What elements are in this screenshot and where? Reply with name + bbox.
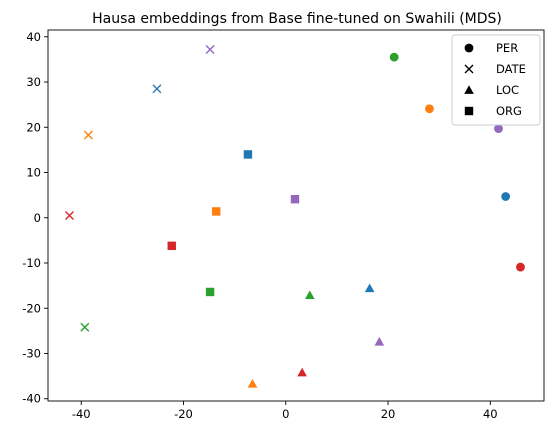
data-point-square xyxy=(167,241,176,251)
data-points xyxy=(64,44,525,388)
y-tick-label: 10 xyxy=(26,166,41,180)
legend-label: PER xyxy=(496,41,518,55)
legend-marker-circle xyxy=(464,43,474,53)
y-tick-label: -20 xyxy=(22,301,41,315)
data-point-x xyxy=(83,130,93,140)
chart-title: Hausa embeddings from Base fine-tuned on… xyxy=(92,11,502,27)
data-point-x xyxy=(64,211,74,220)
data-point-square xyxy=(243,150,253,159)
x-tick-label: 40 xyxy=(483,407,498,421)
legend-label: DATE xyxy=(496,62,526,76)
data-point-x xyxy=(205,44,215,54)
data-point-square xyxy=(205,287,215,297)
y-tick-label: 40 xyxy=(26,30,41,44)
legend-entry: ORG xyxy=(464,104,522,118)
x-tick-label: 20 xyxy=(381,407,396,421)
legend-entry: PER xyxy=(464,41,518,55)
y-axis: -40 -30 -20 -10 0 10 20 30 40 xyxy=(22,30,48,406)
data-point-triangle xyxy=(305,290,315,299)
data-point-square xyxy=(212,207,221,216)
data-point-circle xyxy=(516,262,525,272)
legend-marker-x xyxy=(464,64,474,74)
legend-entry: DATE xyxy=(464,62,526,76)
data-point-x xyxy=(80,322,90,332)
legend-marker-square xyxy=(464,106,474,116)
y-tick-label: 30 xyxy=(26,75,41,89)
data-point-x xyxy=(152,84,162,94)
legend-marker-triangle xyxy=(464,85,474,94)
data-point-circle xyxy=(494,124,503,134)
data-point-triangle xyxy=(374,336,385,346)
y-tick-label: -30 xyxy=(22,346,41,360)
y-tick-label: -40 xyxy=(22,392,41,406)
y-tick-label: 0 xyxy=(34,211,41,225)
legend-label: LOC xyxy=(496,83,519,97)
data-point-triangle xyxy=(364,283,375,293)
data-point-square xyxy=(290,195,300,204)
legend-entry: LOC xyxy=(464,83,519,97)
y-tick-label: 20 xyxy=(26,120,41,134)
plot-frame xyxy=(47,29,545,402)
legend-label: ORG xyxy=(496,104,522,118)
legend: PER DATE LOC ORG xyxy=(451,34,541,126)
data-point-triangle xyxy=(247,379,258,388)
y-tick-label: -10 xyxy=(22,256,41,270)
legend-box xyxy=(451,34,541,126)
data-point-circle xyxy=(425,104,434,114)
x-tick-label: 0 xyxy=(282,407,289,421)
x-axis: -40 -20 0 20 40 xyxy=(72,401,498,421)
x-tick-label: -20 xyxy=(174,407,193,421)
data-point-circle xyxy=(501,192,511,201)
x-tick-label: -40 xyxy=(72,407,91,421)
data-point-circle xyxy=(389,52,399,62)
data-point-triangle xyxy=(297,367,307,377)
